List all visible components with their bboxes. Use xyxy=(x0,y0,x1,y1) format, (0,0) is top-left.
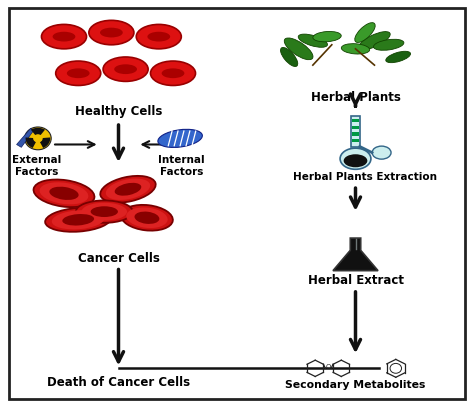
Bar xyxy=(352,139,359,142)
Ellipse shape xyxy=(126,208,168,228)
Text: Herbal Plants Extraction: Herbal Plants Extraction xyxy=(293,172,437,182)
Ellipse shape xyxy=(344,154,367,167)
Ellipse shape xyxy=(63,214,94,225)
Bar xyxy=(352,119,359,122)
Ellipse shape xyxy=(136,24,181,49)
Ellipse shape xyxy=(298,34,328,47)
Ellipse shape xyxy=(100,176,155,203)
Text: Cancer Cells: Cancer Cells xyxy=(78,252,159,265)
Ellipse shape xyxy=(82,203,127,221)
Ellipse shape xyxy=(55,61,100,85)
Circle shape xyxy=(25,127,51,150)
Text: Herbal Extract: Herbal Extract xyxy=(308,274,403,287)
Bar xyxy=(352,126,359,129)
Ellipse shape xyxy=(91,206,118,217)
Ellipse shape xyxy=(89,20,134,45)
Ellipse shape xyxy=(53,32,75,42)
Polygon shape xyxy=(31,128,45,135)
Ellipse shape xyxy=(158,129,202,147)
Text: Healthy Cells: Healthy Cells xyxy=(75,105,162,118)
Ellipse shape xyxy=(34,179,94,207)
Ellipse shape xyxy=(281,48,298,66)
Polygon shape xyxy=(17,128,33,147)
Ellipse shape xyxy=(135,212,159,224)
Circle shape xyxy=(34,135,42,142)
Ellipse shape xyxy=(284,38,313,60)
Ellipse shape xyxy=(341,44,370,54)
Polygon shape xyxy=(26,138,36,148)
Ellipse shape xyxy=(45,208,111,232)
Text: External
Factors: External Factors xyxy=(12,155,61,177)
Ellipse shape xyxy=(49,187,79,200)
Ellipse shape xyxy=(100,28,123,37)
Ellipse shape xyxy=(115,183,141,196)
Bar xyxy=(352,132,359,136)
Ellipse shape xyxy=(103,57,148,81)
Ellipse shape xyxy=(67,68,90,78)
Ellipse shape xyxy=(359,32,390,50)
Ellipse shape xyxy=(76,200,133,223)
Ellipse shape xyxy=(114,64,137,74)
Text: Secondary Metabolites: Secondary Metabolites xyxy=(285,380,426,389)
Ellipse shape xyxy=(147,32,170,42)
Text: Death of Cancer Cells: Death of Cancer Cells xyxy=(47,376,190,389)
Ellipse shape xyxy=(355,23,375,42)
Ellipse shape xyxy=(52,210,105,230)
Text: O: O xyxy=(326,364,331,370)
Ellipse shape xyxy=(313,31,341,42)
Ellipse shape xyxy=(162,68,184,78)
Text: Internal
Factors: Internal Factors xyxy=(158,155,205,177)
Ellipse shape xyxy=(374,39,404,50)
Ellipse shape xyxy=(340,148,371,169)
Bar xyxy=(351,116,360,147)
Polygon shape xyxy=(40,138,50,148)
Ellipse shape xyxy=(40,182,88,204)
Polygon shape xyxy=(333,238,378,271)
Ellipse shape xyxy=(41,24,86,49)
Ellipse shape xyxy=(386,51,410,63)
Ellipse shape xyxy=(106,179,150,200)
Text: Herbal Plants: Herbal Plants xyxy=(310,91,401,104)
Ellipse shape xyxy=(372,146,391,159)
Ellipse shape xyxy=(121,205,173,231)
Ellipse shape xyxy=(151,61,195,85)
